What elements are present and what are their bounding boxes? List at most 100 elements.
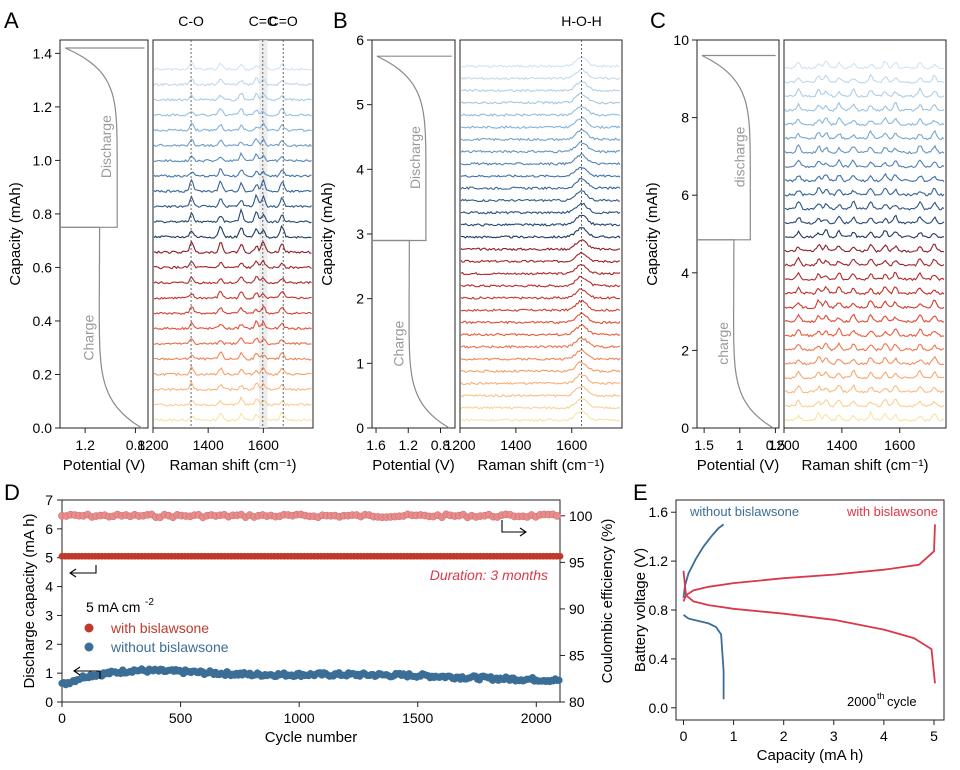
discharge-label: Discharge xyxy=(407,126,423,189)
left-plot-frame xyxy=(59,39,149,429)
x-tick-label: 1.5 xyxy=(694,437,714,453)
raman-spectrum xyxy=(460,373,621,386)
raman-spectrum xyxy=(153,319,312,331)
y2-tick-label: 95 xyxy=(569,554,585,570)
raman-spectrum xyxy=(784,298,945,310)
x-tick-label: 1400 xyxy=(500,437,531,453)
y-tick-label: 1 xyxy=(356,355,364,371)
raman-spectrum xyxy=(153,396,312,407)
panel-label-c: C xyxy=(650,8,666,33)
charge-label: Charge xyxy=(81,315,97,361)
x-tick-label: 3 xyxy=(830,728,838,744)
panel-label-b: B xyxy=(333,8,348,33)
panel-d: 0 500 1000 1500 2000 0 1 2 3 4 5 6 7 80 85 90 95 100 Cycle… xyxy=(21,492,616,746)
charge-label: charge xyxy=(715,322,731,365)
y-tick-label: 4 xyxy=(356,161,364,177)
raman-spectrum xyxy=(153,381,312,392)
x-tick-label: 1400 xyxy=(193,437,224,453)
x-tick-label: 1000 xyxy=(284,710,315,726)
raman-spectrum xyxy=(461,202,621,215)
legend-marker-with xyxy=(84,623,94,633)
raman-spectrum xyxy=(784,200,945,211)
raman-spectrum xyxy=(154,290,312,300)
raman-spectrum xyxy=(460,92,621,105)
raman-spectrum xyxy=(784,214,945,225)
x-tick-label: 1.6 xyxy=(366,437,386,453)
x-tick-label: 2000 xyxy=(521,710,552,726)
voltage-curve-discharge xyxy=(682,614,725,700)
raman-spectrum xyxy=(460,410,621,422)
y-axis-label: Capacity (mAh) xyxy=(7,182,24,285)
x-tick-label: 1600 xyxy=(556,437,587,453)
discharge-label: discharge xyxy=(731,126,747,187)
x-tick-label: 4 xyxy=(880,728,888,744)
x-tick-label: 1200 xyxy=(444,437,475,453)
raman-spectrum xyxy=(784,172,945,183)
x-axis-label: Raman shift (cm⁻¹) xyxy=(801,457,928,474)
legend-label-without: without bislawsone xyxy=(689,504,799,519)
raman-spectrum xyxy=(153,107,312,117)
panel-c: 0 2 4 6 8 10 1.5 1 0.5 Potential (V) Capacity (mAh… xyxy=(644,32,947,474)
x-tick-label: 1600 xyxy=(884,437,915,453)
cycle-superscript: th xyxy=(877,691,885,701)
raman-spectrum xyxy=(460,227,621,239)
raman-spectrum xyxy=(784,73,945,84)
raman-spectrum xyxy=(784,410,945,422)
highlight-band xyxy=(259,40,268,428)
legend-label-with: with bislawsone xyxy=(846,504,938,519)
x-axis-label: Potential (V) xyxy=(63,457,146,474)
peak-marker-label: H-O-H xyxy=(561,13,601,29)
condition-label: 5 mA cm xyxy=(86,599,140,615)
y-tick-label: 0.6 xyxy=(33,259,53,275)
raman-spectrum xyxy=(784,101,945,113)
legend-label-without: without bislawsone xyxy=(110,639,229,655)
x-tick-label: 1 xyxy=(730,728,738,744)
raman-spectrum xyxy=(153,207,312,224)
raman-plot-frame xyxy=(152,39,314,429)
raman-spectrum xyxy=(153,337,312,346)
raman-spectrum xyxy=(784,243,945,253)
condition-superscript: -2 xyxy=(145,597,154,608)
y-tick-label: 6 xyxy=(45,521,53,537)
raman-spectrum xyxy=(154,351,312,361)
raman-spectrum xyxy=(153,60,312,72)
raman-spectrum xyxy=(784,129,945,141)
y-tick-label: 1 xyxy=(45,665,53,681)
x-tick-label: 1.2 xyxy=(399,437,419,453)
raman-spectrum xyxy=(460,349,621,361)
raman-spectrum xyxy=(784,271,945,282)
raman-spectrum xyxy=(784,158,945,169)
with-bislawsone-point xyxy=(556,552,564,560)
y-tick-label: 1.4 xyxy=(33,45,53,61)
legend-marker-without xyxy=(84,642,94,652)
charge-curve xyxy=(60,226,143,429)
raman-spectrum xyxy=(784,86,945,98)
peak-marker-label: C-O xyxy=(178,13,204,29)
x-tick-label: 1 xyxy=(736,437,744,453)
x-tick-label: 2 xyxy=(780,728,788,744)
raman-spectrum xyxy=(784,384,945,394)
raman-spectrum xyxy=(460,214,621,227)
panel-e: 0 1 2 3 4 5 0.0 0.4 0.8 1.2 1.6 Capacity (mA h) Batt… xyxy=(632,499,945,764)
right-axis-arrow xyxy=(501,520,527,537)
raman-spectrum xyxy=(153,305,312,315)
raman-spectrum xyxy=(153,411,312,423)
raman-spectrum xyxy=(460,337,621,349)
voltage-curve-charge xyxy=(682,524,936,602)
raman-spectrum xyxy=(784,398,945,408)
raman-spectrum xyxy=(460,56,621,69)
raman-spectrum xyxy=(460,299,621,312)
y-tick-label: 7 xyxy=(45,492,53,508)
y-tick-label: 0.0 xyxy=(33,420,53,436)
discharge-curve xyxy=(697,54,776,241)
cycle-label: 2000 xyxy=(847,694,876,709)
raman-spectrum xyxy=(460,166,621,178)
raman-spectrum xyxy=(460,263,621,276)
raman-spectrum xyxy=(153,224,312,239)
plot-frame xyxy=(61,499,561,703)
y-tick-label: 0.8 xyxy=(33,206,53,222)
left-plot-frame xyxy=(696,39,780,429)
y-tick-label: 0.8 xyxy=(649,602,669,618)
y-tick-label: 0.4 xyxy=(33,313,53,329)
x-tick-label: 500 xyxy=(169,710,193,726)
